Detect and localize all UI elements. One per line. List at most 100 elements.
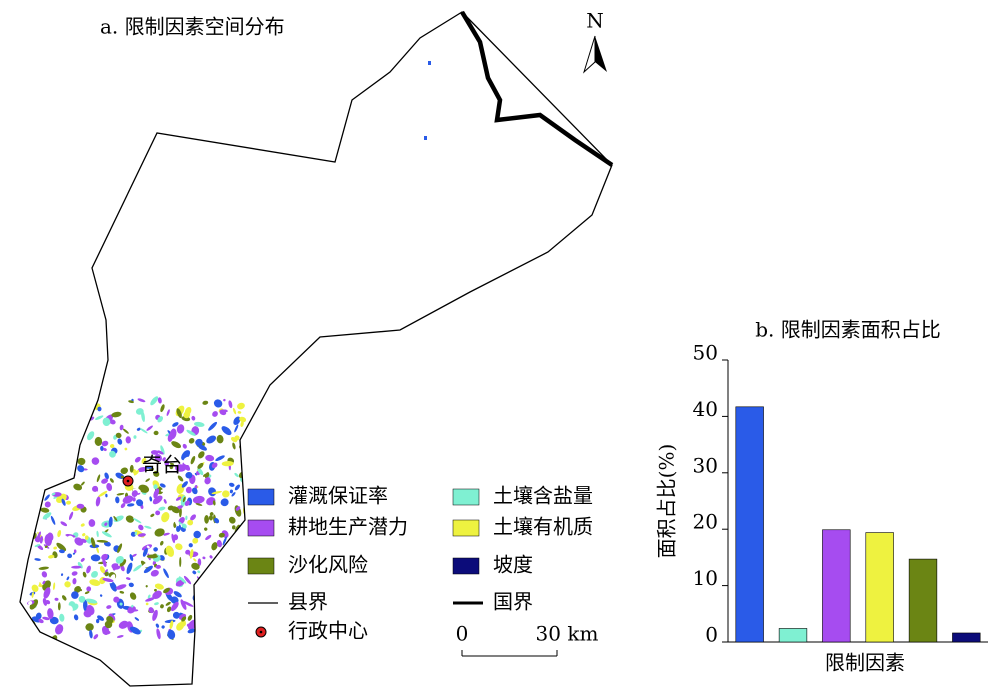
map-patch — [160, 604, 164, 609]
map-patch — [51, 492, 56, 496]
map-patch — [124, 528, 132, 535]
map-patch — [30, 474, 38, 486]
map-patch — [84, 591, 90, 595]
map-patch — [125, 436, 131, 444]
map-patch — [204, 477, 211, 485]
map-patch — [163, 587, 170, 594]
map-patch — [182, 496, 186, 503]
map-patch — [109, 581, 117, 592]
bar — [822, 529, 851, 643]
map-patch — [59, 613, 65, 622]
map-patch — [228, 400, 233, 409]
map-patch — [26, 405, 37, 415]
map-patch — [128, 582, 134, 588]
map-patch — [209, 555, 213, 559]
map-patch — [188, 438, 195, 444]
legend-swatch — [452, 488, 480, 506]
map-patch — [103, 447, 107, 452]
map-patch — [145, 602, 149, 606]
scale-label: 0 — [456, 622, 469, 646]
map-patch — [219, 628, 226, 632]
national-boundary — [460, 10, 614, 167]
map-patch — [220, 498, 229, 507]
map-patch — [224, 633, 229, 645]
map-patch — [181, 523, 187, 529]
map-patch — [225, 635, 236, 641]
map-patch — [206, 435, 217, 444]
map-patch — [102, 417, 111, 427]
place-label: 奇台 — [142, 453, 182, 477]
map-patch — [122, 428, 129, 434]
bar — [908, 558, 938, 643]
map-patch — [428, 61, 431, 65]
map-patch — [248, 553, 252, 558]
map-patch — [153, 488, 160, 499]
map-patch — [153, 470, 160, 477]
map-patch — [65, 605, 73, 613]
map-patch — [234, 607, 240, 611]
y-tick-label: 0 — [705, 623, 718, 647]
map-patch — [230, 583, 233, 587]
map-patch — [96, 540, 109, 543]
map-patch — [424, 136, 427, 140]
map-patch — [113, 596, 120, 603]
map-patch — [80, 558, 85, 562]
map-patch — [55, 416, 61, 425]
map-patch — [119, 590, 125, 594]
map-patch — [44, 494, 50, 501]
map-patch — [52, 406, 59, 411]
map-patch — [76, 416, 84, 420]
map-patch — [44, 420, 52, 428]
map-patch — [204, 515, 209, 524]
map-patch — [142, 561, 152, 568]
map-patch — [224, 610, 228, 617]
map-patch — [88, 408, 92, 413]
map-patch — [82, 533, 86, 537]
north-arrow — [595, 36, 607, 72]
map-patch — [202, 400, 209, 405]
map-patch — [117, 543, 123, 554]
map-patch — [44, 545, 48, 548]
patches — [26, 61, 431, 645]
legend-swatch — [259, 630, 263, 634]
map-patch — [35, 408, 45, 412]
map-patch — [183, 575, 192, 585]
map-patch — [240, 445, 252, 452]
map-patch — [61, 595, 67, 601]
map-patch — [216, 558, 227, 567]
map-patch — [159, 555, 165, 561]
map-patch — [161, 512, 170, 523]
map-patch — [39, 463, 46, 468]
map-patch — [187, 519, 194, 526]
map-patch — [99, 594, 103, 597]
map-patch — [232, 407, 237, 415]
map-patch — [115, 584, 127, 590]
map-patch — [195, 627, 204, 635]
map-patch — [192, 570, 197, 575]
map-patch — [86, 586, 92, 592]
map-patch — [28, 478, 37, 484]
map-patch — [71, 591, 79, 599]
map-patch — [108, 516, 113, 528]
map-patch — [144, 525, 152, 529]
map-patch — [201, 631, 208, 639]
map-patch — [148, 607, 154, 614]
map-patch — [211, 462, 218, 469]
map-patch — [96, 541, 103, 547]
map-patch — [158, 506, 166, 511]
map-patch — [221, 426, 232, 436]
map-patch — [172, 422, 179, 427]
map-patch — [100, 445, 104, 451]
legend-label: 坡度 — [493, 553, 533, 577]
map-patch — [129, 464, 134, 473]
map-patch — [71, 565, 82, 569]
map-patch — [61, 443, 73, 453]
map-patch — [237, 585, 243, 593]
map-patch — [187, 628, 196, 634]
map-patch — [174, 519, 180, 527]
map-patch — [237, 610, 246, 618]
map-patch — [191, 562, 200, 570]
map-patch — [120, 475, 124, 479]
map-patch — [35, 612, 42, 620]
